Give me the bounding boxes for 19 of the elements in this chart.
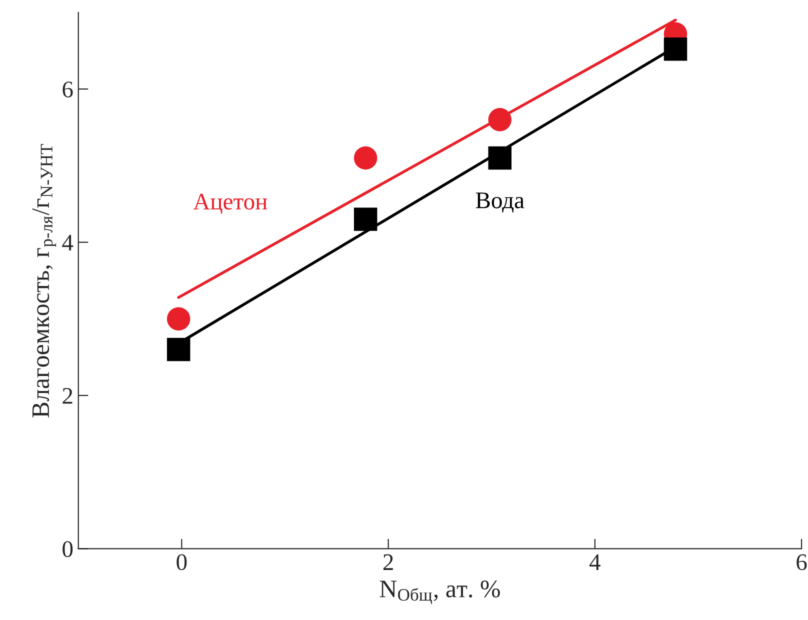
- point: [166, 307, 190, 330]
- y-tick-label: 4: [62, 234, 74, 250]
- x-tick-label: 6: [796, 554, 807, 570]
- point: [488, 146, 512, 170]
- x-tick-label: 0: [176, 554, 187, 570]
- point: [664, 38, 688, 61]
- y-tick-label: 0: [62, 541, 73, 558]
- point: [488, 108, 512, 132]
- y-axis-title: Влагоемкость, г$_{р-ля}$/г$_{N-УНТ}$: [32, 144, 56, 418]
- text: Ацетон: [193, 194, 268, 214]
- series-label: Вода: [476, 192, 524, 213]
- x-axis-title: N$_{Общ}$, ат. %: [380, 580, 500, 604]
- point: [166, 338, 190, 362]
- x-tick-label: 2: [383, 554, 393, 570]
- x-tick-label: 4: [589, 554, 600, 570]
- y-tick-label: 2: [62, 388, 72, 404]
- point: [354, 146, 378, 170]
- point: [354, 208, 378, 231]
- y-tick-label: 6: [62, 82, 73, 98]
